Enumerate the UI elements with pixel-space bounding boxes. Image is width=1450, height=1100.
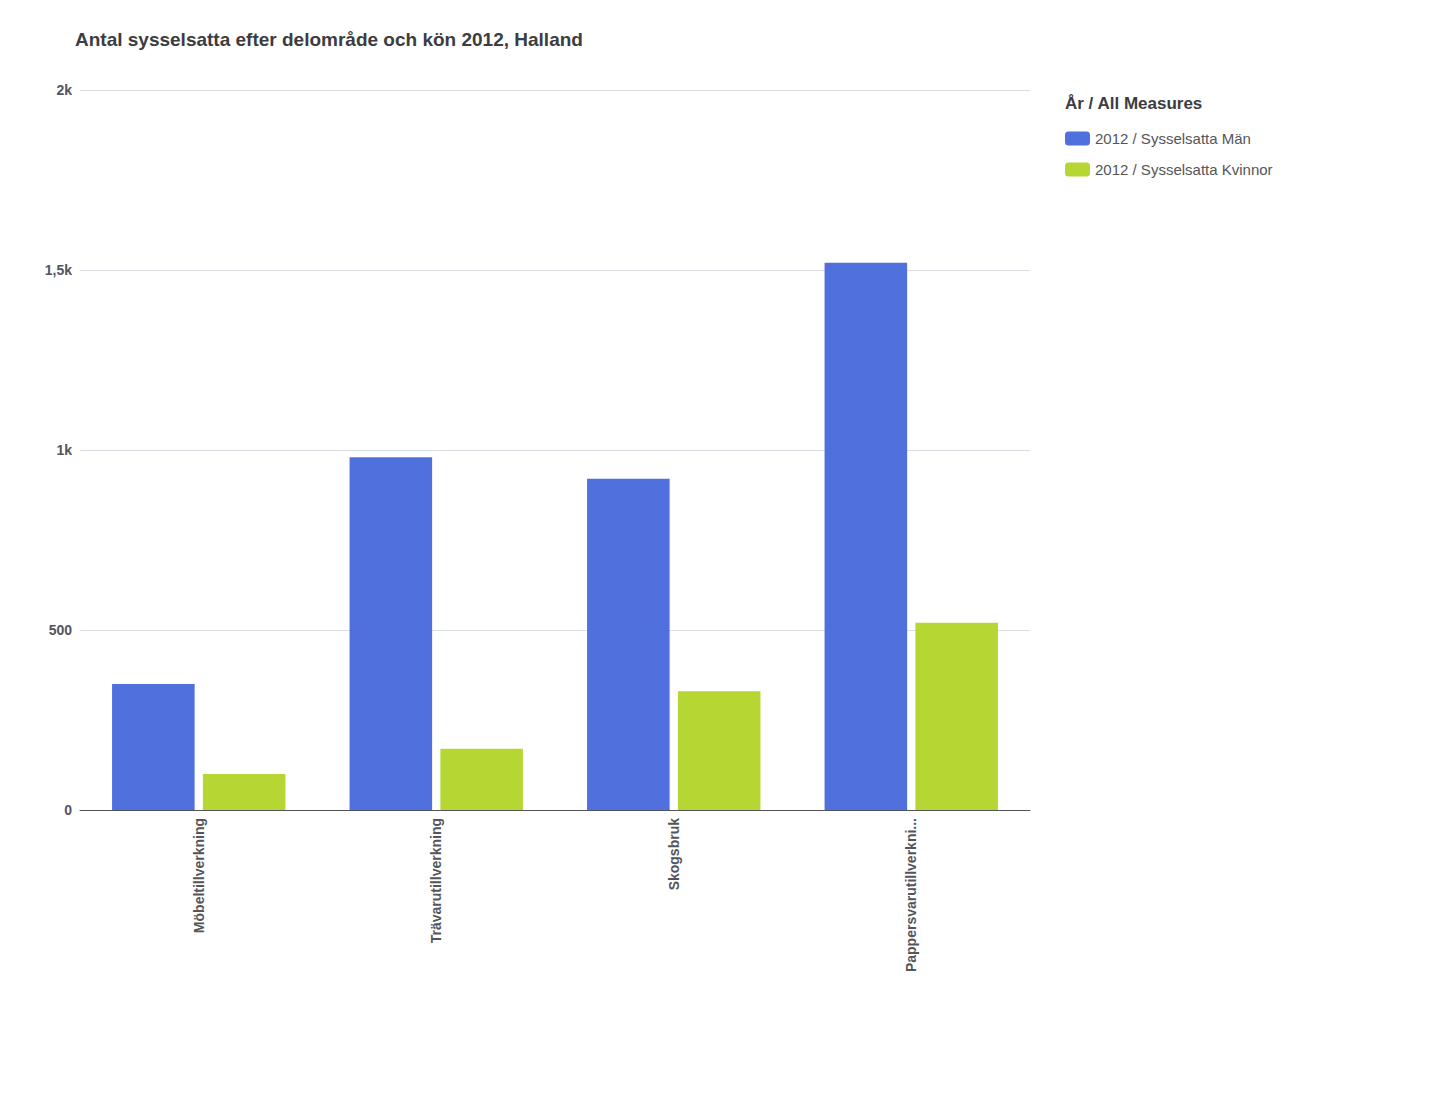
svg-text:Skogsbruk: Skogsbruk [666, 818, 682, 891]
svg-text:Trävarutillverkning: Trävarutillverkning [428, 818, 444, 943]
svg-text:2012 / Sysselsatta Män: 2012 / Sysselsatta Män [1095, 130, 1251, 147]
svg-text:År / All Measures: År / All Measures [1065, 94, 1202, 113]
svg-text:1k: 1k [56, 442, 72, 458]
svg-text:500: 500 [49, 622, 73, 638]
svg-text:2k: 2k [56, 82, 72, 98]
svg-text:2012 / Sysselsatta Kvinnor: 2012 / Sysselsatta Kvinnor [1095, 161, 1273, 178]
svg-text:Möbeltillverkning: Möbeltillverkning [191, 818, 207, 933]
svg-text:Pappersvarutillverkni...: Pappersvarutillverkni... [903, 818, 919, 972]
svg-text:1,5k: 1,5k [45, 262, 72, 278]
svg-text:Antal sysselsatta efter delomr: Antal sysselsatta efter delområde och kö… [75, 29, 583, 50]
svg-text:0: 0 [64, 802, 72, 818]
